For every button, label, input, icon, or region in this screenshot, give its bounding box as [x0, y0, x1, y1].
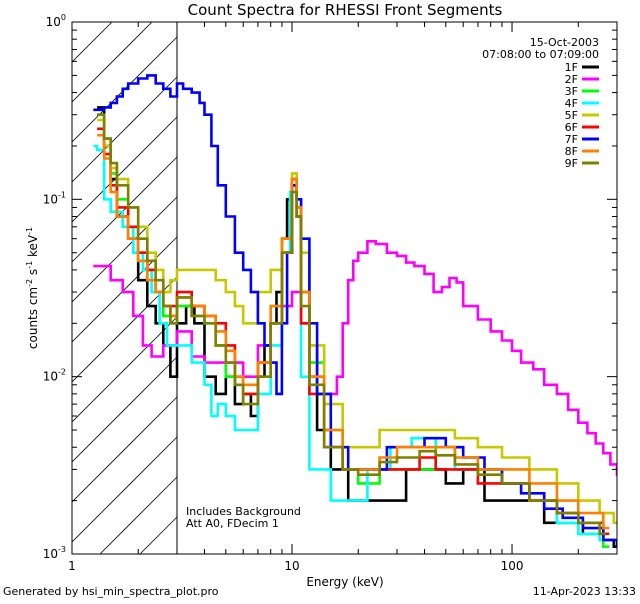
x-axis-label: Energy (keV) [306, 575, 383, 589]
x-tick-label: 10 [284, 559, 299, 573]
y-axis-label-prefix: counts cm [26, 287, 40, 349]
x-tick-label: 100 [501, 559, 524, 573]
legend-label-8f: 8F [565, 145, 578, 158]
hatch-line [72, 22, 153, 103]
y-axis-label: counts cm-2 s-1 keV-1 [25, 227, 40, 349]
y-tick-label-base: 10 [43, 370, 58, 384]
y-tick-label-base: 10 [46, 15, 61, 29]
y-axis-label-mid2: keV [26, 234, 40, 261]
legend-label-6f: 6F [565, 121, 578, 134]
hatch-line [72, 396, 178, 503]
legend: 15-Oct-2003 07:08:00 to 07:09:00 1F2F3F4… [482, 36, 599, 170]
series-line-2f [93, 240, 617, 476]
hatch-line [72, 436, 178, 543]
hatch-line [72, 196, 178, 303]
hatch-line [72, 356, 178, 463]
legend-label-9f: 9F [565, 157, 578, 170]
y-tick-label: 10-2 [43, 368, 66, 384]
footer-date: 11-Apr-2023 13:33 [533, 585, 636, 598]
y-tick-label-exp: -3 [58, 545, 66, 554]
y-axis-label-exp1: -2 [25, 279, 34, 287]
hatch-line [72, 116, 178, 223]
legend-label-7f: 7F [565, 133, 578, 146]
legend-date: 15-Oct-2003 [530, 36, 599, 49]
legend-label-2f: 2F [565, 73, 578, 86]
annotation-attenuator: Att A0, FDecim 1 [186, 517, 279, 530]
y-axis-label-exp3: -1 [25, 227, 34, 235]
hatch-line [72, 76, 178, 183]
hatch-line [72, 22, 113, 63]
y-tick-label-base: 10 [43, 547, 58, 561]
hatch-line [72, 236, 178, 343]
y-tick-label: 100 [46, 13, 66, 29]
legend-time-range: 07:08:00 to 07:09:00 [482, 48, 599, 61]
hatch-line [72, 156, 178, 263]
chart-title: Count Spectra for RHESSI Front Segments [188, 1, 503, 19]
hatch-line [139, 516, 178, 554]
series-line-3f [97, 113, 610, 548]
y-tick-label-exp: 0 [61, 13, 66, 22]
y-tick-label: 10-1 [43, 190, 66, 206]
y-tick-label-exp: -2 [58, 368, 66, 377]
legend-label-3f: 3F [565, 85, 578, 98]
legend-label-4f: 4F [565, 97, 578, 110]
y-tick-label: 10-3 [43, 545, 66, 561]
series-line-6f [97, 127, 610, 536]
series-lines [93, 74, 617, 548]
annotation-background: Includes Background [186, 505, 301, 518]
y-tick-label-base: 10 [43, 192, 58, 206]
plot-frame [71, 21, 618, 555]
series-line-5f [97, 118, 617, 525]
hatch-line [72, 316, 178, 423]
legend-label-1f: 1F [565, 61, 578, 74]
y-axis-label-exp2: -1 [25, 261, 34, 269]
series-line-9f [97, 113, 606, 536]
legend-label-5f: 5F [565, 109, 578, 122]
y-axis-label-mid1: s [26, 269, 40, 279]
shaded-region [72, 22, 178, 554]
hatch-line [99, 476, 178, 554]
footer-generated-by: Generated by hsi_min_spectra_plot.pro [3, 585, 219, 598]
y-tick-label-exp: -1 [58, 190, 66, 199]
x-tick-label: 1 [68, 559, 76, 573]
